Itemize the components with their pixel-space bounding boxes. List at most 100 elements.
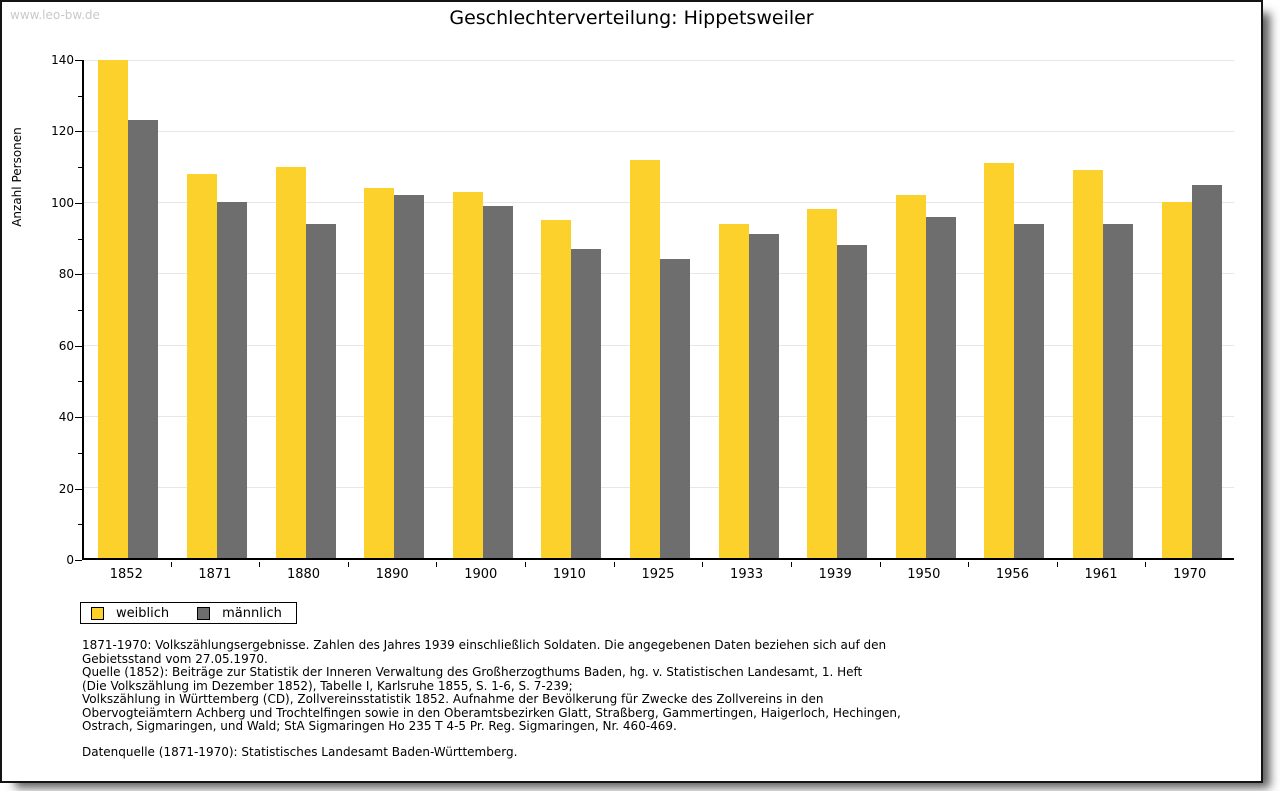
y-major-tick-20 (75, 488, 82, 490)
legend-label-weiblich: weiblich (116, 605, 170, 621)
y-tick-label-0: 0 (66, 553, 74, 567)
x-boundary-tick-7 (702, 562, 704, 567)
bar-männlich-1950 (925, 216, 956, 558)
y-minor-tick-130 (78, 95, 82, 97)
bar-weiblich-1900 (452, 191, 483, 558)
bar-männlich-1970 (1191, 184, 1222, 558)
y-tick-label-40: 40 (58, 410, 74, 425)
x-boundary-tick-5 (525, 562, 527, 567)
x-tick-label-1900: 1900 (464, 567, 498, 582)
footnote-line-3: Quelle (1852): Beiträge zur Statistik de… (82, 665, 863, 679)
x-tick-label-1925: 1925 (641, 567, 675, 582)
y-axis-tick-labels: 0 20 40 60 80 100 120 140 (2, 53, 74, 567)
chart-window: www.leo-bw.de Geschlechterverteilung: Hi… (0, 0, 1263, 783)
x-boundary-tick-8 (790, 562, 792, 567)
plot-area (82, 60, 1234, 560)
y-minor-tick-30 (78, 452, 82, 454)
x-tick-label-1939: 1939 (818, 567, 852, 582)
x-axis-tick-marks (82, 562, 1234, 568)
footnote-line-5: Volkszählung in Württemberg (CD), Zollve… (82, 692, 824, 706)
y-tick-label-120: 120 (51, 124, 74, 139)
y-axis-tick-marks (74, 60, 82, 561)
y-tick-label-20: 20 (58, 481, 74, 496)
legend-item-weiblich: weiblich (91, 606, 169, 621)
y-major-tick-100 (75, 202, 82, 204)
bar-männlich-1890 (394, 195, 425, 558)
watermark: www.leo-bw.de (10, 8, 100, 22)
y-major-tick-0 (75, 560, 82, 561)
y-major-tick-40 (75, 417, 82, 419)
bar-männlich-1880 (305, 223, 336, 558)
bar-weiblich-1852 (98, 60, 129, 558)
x-tick-label-1933: 1933 (730, 567, 764, 582)
x-tick-label-1910: 1910 (552, 567, 586, 582)
x-tick-label-1956: 1956 (995, 567, 1029, 582)
bar-weiblich-1939 (807, 209, 838, 558)
x-boundary-tick-2 (259, 562, 261, 567)
gridline-120 (84, 131, 1234, 133)
y-minor-tick-10 (78, 524, 82, 526)
bar-weiblich-1956 (984, 163, 1015, 558)
legend: weiblich männlich (80, 602, 297, 624)
footnote-line-1: 1871-1970: Volkszählungsergebnisse. Zahl… (82, 638, 887, 652)
y-tick-label-60: 60 (58, 338, 74, 353)
bar-männlich-1961 (1103, 223, 1134, 558)
bar-männlich-1852 (128, 120, 159, 558)
chart-title: Geschlechterverteilung: Hippetsweiler (449, 7, 814, 29)
footnote-line-6: Obervogteiämtern Achberg und Trochtelfin… (82, 705, 901, 720)
x-axis-labels: 1852 1871 1880 1890 1900 1910 1925 1933 1939 1950… (82, 567, 1234, 583)
x-boundary-tick-10 (968, 562, 970, 567)
x-boundary-tick-1 (170, 562, 172, 567)
footnote-line-2: Gebietsstand vom 27.05.1970. (82, 651, 268, 666)
y-major-tick-80 (75, 274, 82, 276)
x-tick-label-1890: 1890 (375, 567, 409, 582)
bar-männlich-1871 (216, 202, 247, 558)
bar-weiblich-1933 (718, 223, 749, 558)
bar-weiblich-1925 (630, 159, 660, 558)
y-major-tick-60 (75, 345, 82, 347)
bar-männlich-1956 (1014, 223, 1045, 558)
y-major-tick-140 (75, 60, 82, 61)
x-tick-label-1852: 1852 (109, 567, 143, 582)
bar-männlich-1925 (660, 259, 690, 558)
x-boundary-tick-12 (1145, 562, 1147, 567)
bar-weiblich-1970 (1161, 202, 1192, 558)
bar-weiblich-1871 (186, 173, 217, 558)
bar-männlich-1910 (571, 248, 602, 558)
y-minor-tick-50 (78, 381, 82, 383)
x-boundary-tick-6 (613, 562, 615, 567)
x-boundary-tick-9 (879, 562, 881, 567)
x-boundary-tick-4 (436, 562, 438, 567)
footnote-line-7: Ostrach, Sigmaringen, und Wald; StA Sigm… (82, 719, 677, 733)
weiblich-swatch-icon (91, 606, 104, 620)
x-tick-label-1950: 1950 (907, 567, 941, 582)
y-minor-tick-110 (78, 167, 82, 169)
x-tick-label-1880: 1880 (286, 567, 321, 582)
x-tick-label-1871: 1871 (198, 567, 232, 582)
datasource-line: Datenquelle (1871-1970): Statistisches L… (82, 745, 518, 759)
y-tick-label-140: 140 (51, 53, 74, 67)
footnote-line-4: (Die Volkszählung im Dezember 1852), Tab… (82, 678, 573, 693)
gridline-140 (84, 60, 1234, 61)
y-minor-tick-70 (78, 310, 82, 311)
x-tick-label-1961: 1961 (1084, 567, 1118, 582)
x-tick-label-1970: 1970 (1173, 567, 1207, 582)
y-minor-tick-90 (78, 238, 82, 240)
bar-männlich-1939 (837, 244, 868, 558)
x-boundary-tick-3 (347, 562, 349, 567)
x-boundary-tick-11 (1056, 562, 1058, 567)
bar-männlich-1900 (482, 205, 513, 558)
maennlich-swatch-icon (197, 606, 211, 620)
y-major-tick-120 (75, 131, 82, 133)
legend-label-maennlich: männlich (222, 605, 282, 621)
y-tick-label-80: 80 (58, 267, 74, 282)
source-footnotes: 1871-1970: Volkszählungsergebnisse. Zahl… (82, 638, 1242, 734)
bar-weiblich-1880 (275, 166, 306, 558)
bar-weiblich-1961 (1073, 170, 1104, 558)
y-tick-label-100: 100 (51, 195, 74, 210)
bar-männlich-1933 (748, 234, 779, 558)
bar-weiblich-1950 (895, 195, 926, 558)
bar-weiblich-1890 (364, 188, 395, 558)
bar-weiblich-1910 (541, 220, 572, 558)
legend-item-maennlich: männlich (197, 606, 282, 621)
